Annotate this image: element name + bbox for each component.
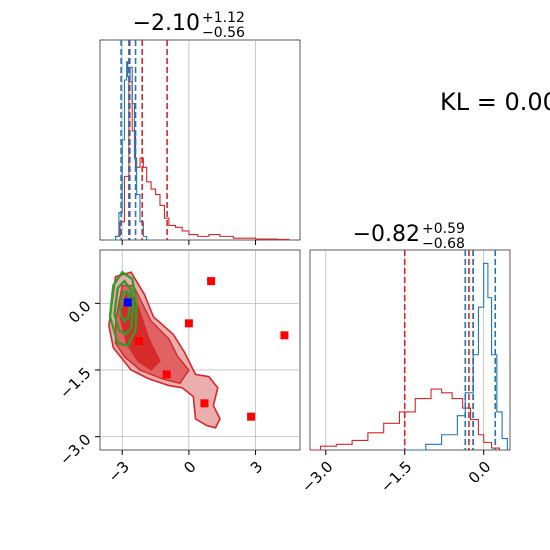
joint-ytick-label: −1.5: [56, 364, 94, 402]
hist2-xtick-label: −3.0: [298, 458, 336, 496]
joint-xtick-label: 3: [247, 458, 266, 477]
joint-red-point: [134, 337, 143, 346]
hist2-frame: [309, 249, 511, 451]
joint-ytick-label: −3.0: [56, 430, 94, 468]
joint-ytick-label: 0.0: [65, 297, 95, 327]
hist-panel-param1: −2.10 +1.12 −0.56: [99, 10, 301, 245]
joint-green-contour: [108, 270, 138, 347]
hist-panel-param2: −3.0 −1.5 0.0 −0.82 +0.59 −0.68: [298, 221, 511, 496]
param2-title-sup: +0.59: [422, 221, 465, 237]
hist2-blue-series: [404, 262, 508, 451]
joint-red-point: [280, 331, 289, 340]
hist1-frame: [99, 39, 301, 241]
param2-title-sub: −0.68: [422, 236, 465, 252]
param1-title-sup: +1.12: [202, 10, 245, 26]
joint-red-point: [247, 412, 256, 421]
param1-title-sub: −0.56: [202, 25, 245, 41]
joint-truth-point: [123, 298, 132, 307]
joint-green-contour: [113, 279, 135, 337]
hist2-red-series: [310, 388, 501, 451]
param1-title-main: −2.10: [133, 11, 200, 36]
joint-green-contour: [118, 291, 132, 323]
param2-title-main: −0.82: [353, 222, 420, 247]
kl-label: KL = 0.00: [440, 88, 550, 116]
joint-panel: −3 0 3 0.0 −1.5 −3.0: [56, 249, 301, 486]
hist2-xtick-label: −1.5: [377, 458, 415, 496]
joint-xtick-label: −3: [105, 458, 133, 486]
joint-red-point: [207, 277, 216, 286]
joint-xtick-label: 0: [180, 458, 199, 477]
joint-red-point: [162, 370, 171, 379]
joint-red-point: [200, 399, 209, 408]
joint-red-point: [184, 319, 193, 328]
hist2-xtick-label: 0.0: [465, 458, 495, 488]
